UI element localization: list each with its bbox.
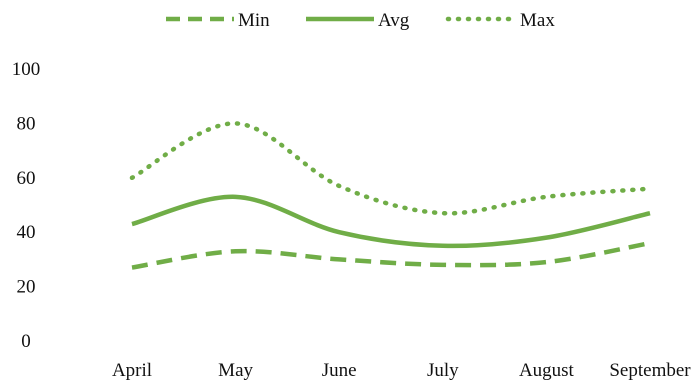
- data-point-max: [544, 195, 548, 199]
- y-tick-label: 80: [17, 113, 36, 134]
- data-point-avg: [544, 236, 548, 240]
- x-tick-label: September: [609, 360, 691, 381]
- x-axis: April May June July August September: [112, 360, 691, 381]
- legend-label-avg: Avg: [378, 10, 410, 31]
- data-point-avg: [337, 230, 341, 234]
- data-point-max: [648, 187, 652, 191]
- series-line-max: [129, 121, 653, 216]
- data-point-avg: [234, 195, 238, 199]
- plot-area: [129, 121, 653, 270]
- data-point-avg: [441, 244, 445, 248]
- legend-label-min: Min: [238, 10, 270, 31]
- y-tick-label: 100: [12, 59, 41, 80]
- x-tick-label: July: [427, 360, 459, 381]
- y-tick-label: 40: [17, 222, 36, 243]
- y-tick-label: 0: [21, 331, 31, 352]
- legend: Min Avg Max: [166, 10, 555, 31]
- data-point-min: [337, 257, 341, 261]
- y-tick-label: 20: [17, 277, 36, 298]
- legend-label-max: Max: [520, 10, 555, 31]
- data-point-avg: [648, 211, 652, 215]
- series-line-avg: [131, 194, 651, 249]
- x-tick-label: June: [322, 360, 357, 381]
- data-point-max: [441, 211, 445, 215]
- data-point-max: [337, 184, 341, 188]
- x-tick-label: April: [112, 360, 152, 381]
- y-tick-label: 60: [17, 168, 36, 189]
- data-point-min: [441, 263, 445, 267]
- data-point-avg: [130, 222, 134, 226]
- y-axis: 0 20 40 60 80 100: [12, 59, 41, 352]
- data-point-min: [234, 249, 238, 253]
- x-tick-label: August: [519, 360, 575, 381]
- x-tick-label: May: [218, 360, 253, 381]
- series-line-min: [131, 240, 651, 270]
- data-point-min: [648, 241, 652, 245]
- data-point-max: [234, 121, 238, 125]
- data-point-min: [130, 266, 134, 270]
- data-point-min: [544, 260, 548, 264]
- data-point-max: [130, 176, 134, 180]
